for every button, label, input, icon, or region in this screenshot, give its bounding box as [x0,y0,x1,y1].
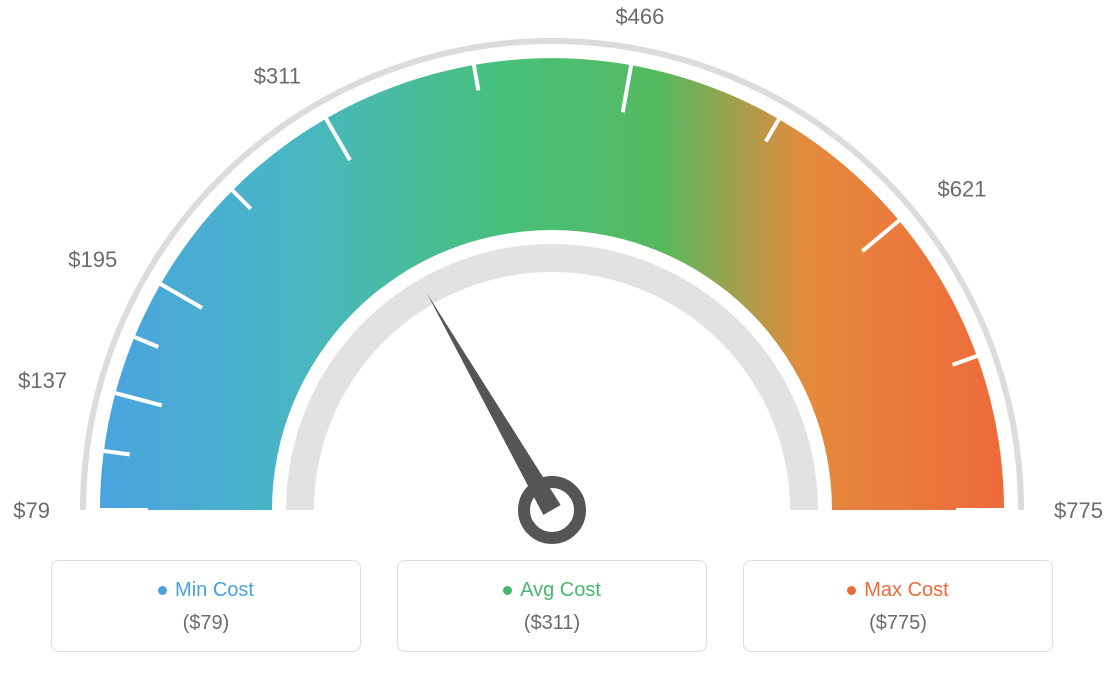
gauge-band [100,58,1004,510]
legend-title-text: Max Cost [864,579,948,601]
legend-dot-icon [847,586,856,595]
legend-dot-icon [158,586,167,595]
legend-card-avg: Avg Cost ($311) [397,560,707,652]
legend-title-max: Max Cost [754,579,1042,602]
legend-value-avg: ($311) [408,612,696,635]
tick-label: $195 [68,247,117,272]
legend-title-text: Min Cost [175,579,254,601]
legend-value-min: ($79) [62,612,350,635]
legend-card-max: Max Cost ($775) [743,560,1053,652]
tick-label: $775 [1054,498,1103,523]
legend-title-min: Min Cost [62,579,350,602]
tick-label: $621 [938,176,987,201]
legend-title-text: Avg Cost [520,579,601,601]
legend-card-min: Min Cost ($79) [51,560,361,652]
tick-label: $79 [13,498,50,523]
tick-label: $311 [254,63,301,88]
legend-dot-icon [503,586,512,595]
gauge-svg: $79 $137 $195 $311 $466 $621 $775 [0,0,1104,560]
legend-value-max: ($775) [754,612,1042,635]
legend-row: Min Cost ($79) Avg Cost ($311) Max Cost ($775… [0,560,1104,652]
tick-label: $466 [615,4,664,29]
gauge-chart: $79 $137 $195 $311 $466 $621 $775 [0,0,1104,560]
legend-title-avg: Avg Cost [408,579,696,602]
tick-label: $137 [18,368,67,393]
